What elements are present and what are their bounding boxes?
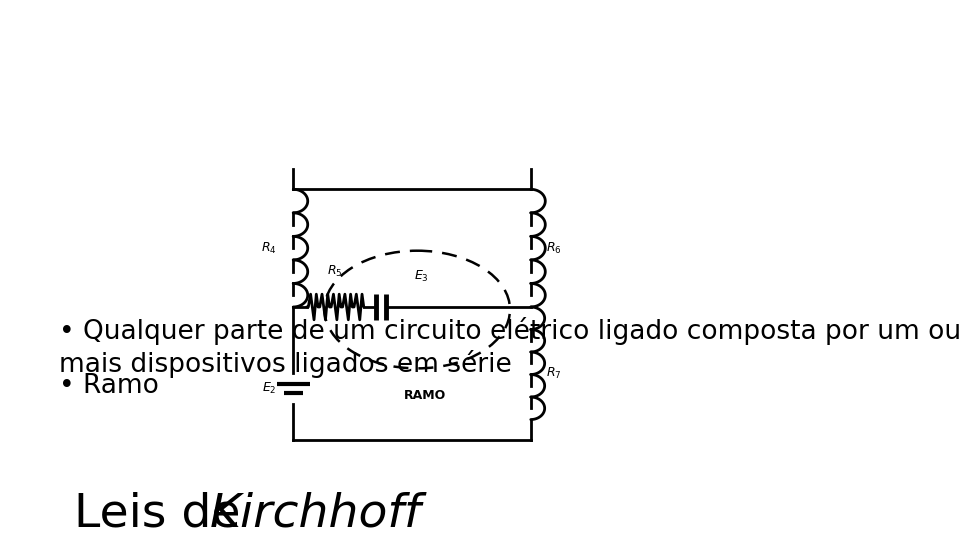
Text: RAMO: RAMO: [403, 389, 445, 402]
Text: $R_7$: $R_7$: [545, 366, 562, 381]
Text: $E_3$: $E_3$: [415, 269, 429, 284]
Text: Kirchhoff: Kirchhoff: [209, 491, 421, 536]
Text: $R_6$: $R_6$: [545, 241, 562, 256]
Text: $E_2$: $E_2$: [262, 381, 276, 396]
Text: • Ramo: • Ramo: [60, 374, 159, 400]
Text: $R_4$: $R_4$: [261, 241, 276, 256]
Text: • Qualquer parte de um circuito elétrico ligado composta por um ou
mais disposit: • Qualquer parte de um circuito elétrico…: [60, 317, 960, 377]
Text: Leis de: Leis de: [74, 491, 255, 536]
Text: $R_5$: $R_5$: [327, 264, 343, 279]
